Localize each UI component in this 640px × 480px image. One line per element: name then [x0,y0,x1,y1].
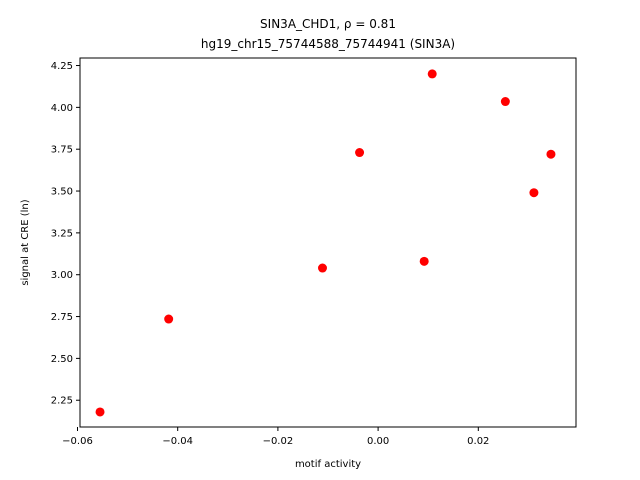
data-point [500,97,510,107]
data-point [427,69,437,79]
y-axis-label: signal at CRE (ln) [20,199,31,285]
x-tick-label: 0.00 [367,436,389,447]
x-tick-label: −0.02 [263,436,294,447]
y-tick-label: 3.25 [51,228,73,239]
plot-frame [79,57,577,428]
data-point [529,188,539,198]
y-tick-label: 3.50 [51,187,73,198]
chart-title-line1: SIN3A_CHD1, ρ = 0.81 [260,17,396,31]
y-tick-label: 4.25 [51,61,73,72]
data-points [95,69,556,417]
data-point [546,149,556,159]
data-point [164,314,174,324]
y-tick-label: 2.25 [51,396,73,407]
chart-title-line2: hg19_chr15_75744588_75744941 (SIN3A) [201,37,455,51]
x-tick-label: −0.04 [162,436,193,447]
x-axis-ticks: −0.06 −0.04 −0.02 0.00 0.02 [62,427,489,447]
y-tick-label: 2.75 [51,312,73,323]
x-tick-label: −0.06 [62,436,93,447]
y-tick-label: 2.50 [51,354,73,365]
x-tick-label: 0.02 [467,436,489,447]
data-point [95,407,105,417]
data-point [419,256,429,266]
y-tick-label: 3.75 [51,145,73,156]
data-point [355,148,365,158]
y-tick-label: 3.00 [51,270,73,281]
y-tick-label: 4.00 [51,103,73,114]
x-axis-label: motif activity [295,459,361,470]
y-axis-ticks: 2.25 2.50 2.75 3.00 3.25 3.50 3.75 4.00 4.25 [51,61,80,407]
data-point [317,263,327,273]
